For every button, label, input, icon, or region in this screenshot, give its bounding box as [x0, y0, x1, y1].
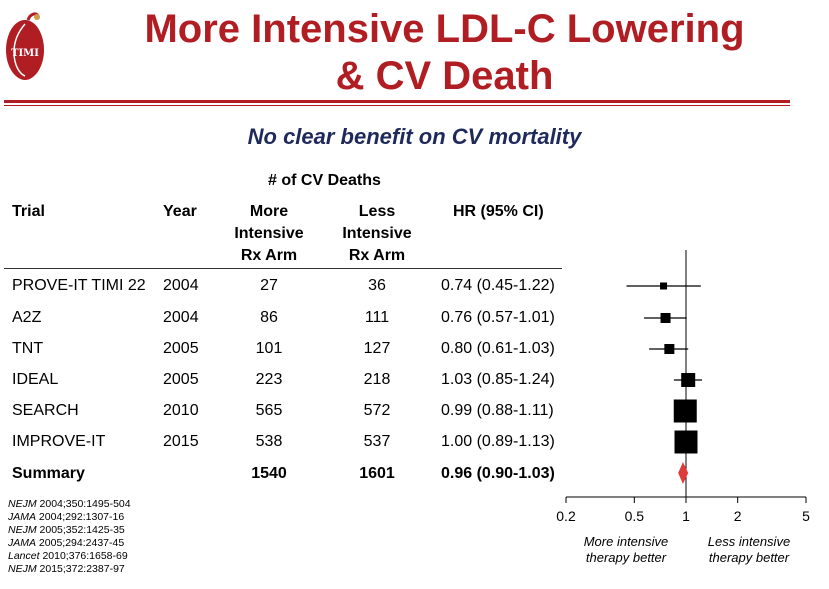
summary-less-intensive-deaths: 1601 [359, 465, 395, 482]
more-intensive-deaths: 101 [255, 340, 283, 357]
table-row: A2Z 2004 86 111 0.76 (0.57-1.01) [0, 306, 829, 330]
reference-citation: 2010;376:1658-69 [39, 550, 128, 562]
hazard-ratio-marker [681, 373, 696, 387]
x-tick-label: 0.5 [625, 508, 645, 524]
timi-logo: TIMI [6, 12, 44, 80]
hazard-ratio-marker [673, 399, 697, 423]
col-header-more-line2: Intensive [234, 225, 304, 242]
trial-year: 2015 [163, 433, 199, 450]
trial-year: 2005 [163, 371, 199, 388]
reference-journal: NEJM [8, 498, 37, 510]
title-rule-thick [4, 100, 790, 103]
hazard-ratio: 0.74 (0.45-1.22) [441, 277, 555, 294]
reference-item: NEJM 2004;350:1495-504 [8, 498, 131, 511]
reference-item: NEJM 2015;372:2387-97 [8, 563, 131, 576]
trial-year: 2005 [163, 340, 199, 357]
less-intensive-deaths: 36 [368, 277, 386, 294]
trial-name: TNT [12, 340, 44, 357]
trial-name: A2Z [12, 309, 42, 326]
more-intensive-deaths: 27 [260, 277, 278, 294]
x-tick-label: 2 [734, 508, 742, 524]
table-row: PROVE-IT TIMI 22 2004 27 36 0.74 (0.45-1… [0, 274, 829, 298]
col-header-year: Year [163, 203, 197, 220]
reference-journal: NEJM [8, 563, 37, 575]
x-tick-label: 0.2 [556, 508, 576, 524]
less-intensive-deaths: 572 [363, 402, 391, 419]
less-intensive-deaths: 111 [364, 309, 390, 326]
reference-item: Lancet 2010;376:1658-69 [8, 550, 131, 563]
table-row: SEARCH 2010 565 572 0.99 (0.88-1.11) [0, 399, 829, 423]
hazard-ratio-marker [674, 430, 698, 454]
col-header-less-line2: Intensive [342, 225, 412, 242]
trial-name: IDEAL [12, 371, 59, 388]
x-tick-label: 1 [682, 508, 690, 524]
trial-name: PROVE-IT TIMI 22 [12, 277, 146, 294]
more-intensive-deaths: 86 [260, 309, 278, 326]
reference-item: JAMA 2005;294:2437-45 [8, 537, 131, 550]
hazard-ratio: 1.00 (0.89-1.13) [441, 433, 555, 450]
reference-journal: Lancet [8, 550, 40, 562]
reference-journal: JAMA [8, 537, 37, 549]
hazard-ratio: 1.03 (0.85-1.24) [441, 371, 555, 388]
title-line-1: More Intensive LDL-C Lowering [144, 7, 745, 51]
col-header-less-line3: Rx Arm [348, 247, 406, 264]
right-favour-label: Less intensive therapy better [707, 534, 791, 565]
subtitle: No clear benefit on CV mortality [247, 124, 582, 149]
reference-citation: 2004;292:1307-16 [36, 511, 125, 523]
more-intensive-deaths: 565 [255, 402, 283, 419]
less-intensive-deaths: 127 [363, 340, 391, 357]
reference-item: NEJM 2005;352:1425-35 [8, 524, 131, 537]
reference-citation: 2005;352:1425-35 [36, 524, 125, 536]
col-header-less-intensive: Less Intensive Rx Arm [332, 201, 422, 267]
hazard-ratio: 0.80 (0.61-1.03) [441, 340, 555, 357]
title-line-2: & CV Death [335, 54, 554, 98]
logo-text: TIMI [11, 48, 39, 59]
title-rule-thin [4, 105, 790, 106]
summary-more-intensive-deaths: 1540 [251, 465, 287, 482]
summary-diamond [678, 462, 689, 484]
page-title: More Intensive LDL-C Lowering & CV Death [60, 6, 829, 100]
table-row: IMPROVE-IT 2015 538 537 1.00 (0.89-1.13) [0, 430, 829, 454]
x-tick-label: 5 [802, 508, 810, 524]
reference-citation: 2005;294:2437-45 [36, 537, 125, 549]
less-intensive-deaths: 218 [363, 371, 391, 388]
hazard-ratio-marker [660, 282, 668, 290]
summary-row: Summary 1540 1601 0.96 (0.90-1.03) [0, 462, 829, 486]
trial-year: 2004 [163, 309, 199, 326]
table-header-rule [4, 268, 562, 269]
hazard-ratio: 0.99 (0.88-1.11) [441, 402, 554, 419]
more-intensive-deaths: 538 [255, 433, 283, 450]
col-header-more-line1: More [249, 203, 289, 220]
col-header-trial: Trial [12, 203, 45, 220]
table-row: TNT 2005 101 127 0.80 (0.61-1.03) [0, 337, 829, 361]
col-header-less-line1: Less [358, 203, 396, 220]
trial-name: SEARCH [12, 402, 79, 419]
more-intensive-deaths: 223 [255, 371, 283, 388]
table-row: IDEAL 2005 223 218 1.03 (0.85-1.24) [0, 368, 829, 392]
trial-year: 2004 [163, 277, 199, 294]
hazard-ratio-marker [664, 344, 675, 354]
col-header-more-intensive: More Intensive Rx Arm [224, 201, 314, 267]
group-header-cv-deaths: # of CV Deaths [268, 172, 381, 189]
references: NEJM 2004;350:1495-504 JAMA 2004;292:1307… [8, 498, 131, 576]
left-favour-label: More intensive therapy better [583, 534, 669, 565]
less-intensive-deaths: 537 [363, 433, 391, 450]
hazard-ratio-marker [660, 313, 671, 323]
summary-hazard-ratio: 0.96 (0.90-1.03) [441, 465, 555, 482]
reference-journal: NEJM [8, 524, 37, 536]
summary-label: Summary [12, 465, 85, 482]
col-header-more-line3: Rx Arm [240, 247, 298, 264]
reference-citation: 2004;350:1495-504 [36, 498, 131, 510]
hazard-ratio: 0.76 (0.57-1.01) [441, 309, 555, 326]
trial-name: IMPROVE-IT [12, 433, 106, 450]
trial-year: 2010 [163, 402, 199, 419]
col-header-hr: HR (95% CI) [453, 203, 544, 220]
reference-journal: JAMA [8, 511, 37, 523]
reference-citation: 2015;372:2387-97 [36, 563, 125, 575]
reference-item: JAMA 2004;292:1307-16 [8, 511, 131, 524]
